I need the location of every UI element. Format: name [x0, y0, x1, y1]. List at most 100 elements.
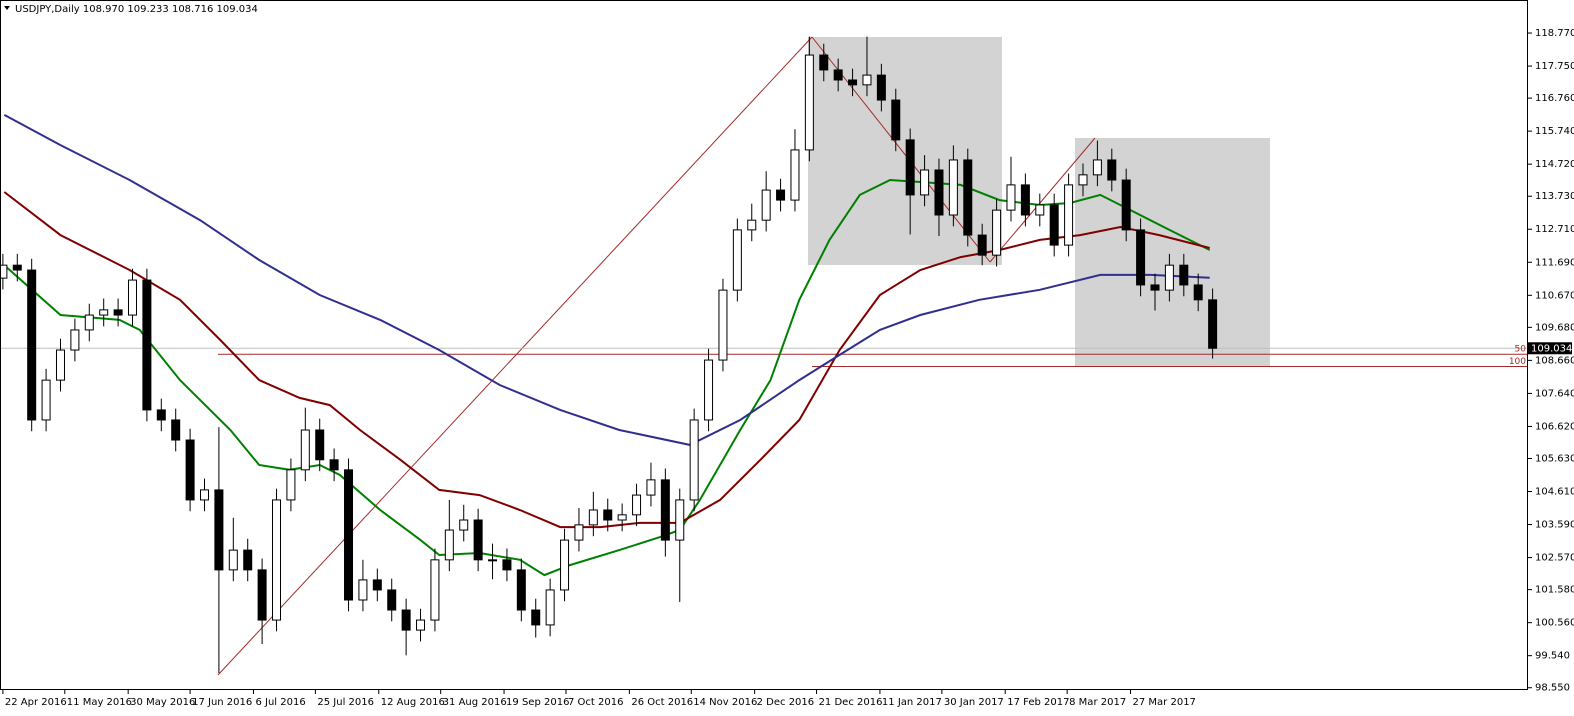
- candle-body: [113, 309, 123, 316]
- moving-average: [3, 114, 1210, 446]
- trend-line: [217, 36, 813, 676]
- x-tick-label: 2 Dec 2016: [757, 697, 815, 708]
- y-tick-label: 102.570: [1535, 553, 1574, 564]
- candle-body: [1107, 159, 1117, 181]
- candle-body: [99, 309, 109, 316]
- candle-body: [1150, 284, 1160, 291]
- y-tick-label: 106.620: [1535, 421, 1574, 432]
- candle-body: [632, 494, 642, 516]
- candle-body: [1049, 204, 1059, 246]
- x-tick-label: 31 Aug 2016: [443, 697, 507, 708]
- candle-body: [603, 509, 613, 521]
- candle-body: [560, 539, 570, 591]
- y-tick-label: 116.760: [1535, 93, 1574, 104]
- candle-body: [761, 189, 771, 221]
- x-tick-label: 21 Dec 2016: [819, 697, 883, 708]
- candle-body: [1020, 184, 1030, 216]
- x-tick-label: 12 Aug 2016: [381, 697, 445, 708]
- candle-body: [977, 234, 987, 256]
- candle-body: [1179, 264, 1189, 286]
- moving-average: [3, 178, 1211, 577]
- candle-body: [387, 589, 397, 611]
- x-tick-label: 17 Feb 2017: [1007, 697, 1069, 708]
- plot-frame: [0, 0, 1528, 690]
- candle-body: [142, 279, 152, 411]
- y-tick-label: 114.720: [1535, 159, 1574, 170]
- moving-average: [3, 191, 1210, 529]
- x-tick-label: 30 May 2016: [130, 697, 195, 708]
- last-price-box: [1528, 342, 1572, 355]
- candle-body: [920, 169, 930, 196]
- candle-body: [272, 499, 282, 621]
- trend-line: [989, 137, 1096, 263]
- candle-body: [12, 264, 22, 271]
- zone-box: [1075, 138, 1270, 367]
- candle-body: [27, 269, 37, 421]
- y-tick-label: 111.690: [1535, 257, 1574, 268]
- candle-body: [905, 139, 915, 196]
- candle-body: [372, 579, 382, 591]
- y-tick-label: 115.740: [1535, 126, 1574, 137]
- candle-body: [948, 159, 958, 216]
- candle-body: [1193, 284, 1203, 301]
- candle-body: [156, 409, 166, 421]
- x-tick-label: 7 Oct 2016: [568, 697, 623, 708]
- candle-body: [876, 74, 886, 101]
- candle-body: [689, 419, 699, 501]
- candle-body: [819, 54, 829, 71]
- candle-body: [401, 609, 411, 631]
- candle-body: [502, 559, 512, 571]
- plot-layer: [0, 36, 1528, 674]
- candle-body: [488, 559, 498, 562]
- candle-body: [891, 99, 901, 141]
- y-tick-label: 109.680: [1535, 322, 1574, 333]
- y-tick-label: 103.590: [1535, 520, 1574, 531]
- candle-body: [1164, 264, 1174, 291]
- candle-body: [862, 74, 872, 86]
- x-tick-label: 14 Nov 2016: [693, 697, 757, 708]
- level-label: 50: [1515, 345, 1527, 355]
- candle-body: [1064, 184, 1074, 246]
- x-tick-label: 11 Jan 2017: [882, 697, 942, 708]
- candle-body: [84, 314, 94, 331]
- candle-body: [41, 379, 51, 421]
- candle-body: [747, 219, 757, 231]
- candle-body: [790, 149, 800, 201]
- candle-body: [430, 559, 440, 621]
- candle-body: [416, 619, 426, 631]
- candle-body: [1006, 184, 1016, 211]
- candle-body: [315, 429, 325, 461]
- candle-body: [516, 569, 526, 611]
- candle-body: [329, 459, 339, 471]
- candle-body: [286, 469, 296, 501]
- x-tick-label: 26 Oct 2016: [631, 697, 693, 708]
- y-tick-label: 108.660: [1535, 355, 1574, 366]
- candle-body: [200, 489, 210, 501]
- candle-body: [545, 589, 555, 626]
- x-tick-label: 22 Apr 2016: [5, 697, 67, 708]
- header-text: USDJPY,Daily 108.970 109.233 108.716 109…: [15, 4, 258, 15]
- x-tick-label: 6 Jul 2016: [255, 697, 305, 708]
- candle-body: [171, 419, 181, 441]
- candle-body: [1121, 179, 1131, 231]
- y-tick-label: 112.710: [1535, 224, 1574, 235]
- candle-body: [574, 524, 584, 541]
- candle-body: [127, 279, 137, 316]
- y-tick-label: 98.550: [1535, 683, 1570, 694]
- candle-body: [732, 229, 742, 291]
- candle-body: [588, 509, 598, 526]
- candle-body: [617, 514, 627, 521]
- candle-body: [1035, 204, 1045, 216]
- y-tick-label: 104.610: [1535, 487, 1574, 498]
- candle-body: [660, 479, 670, 541]
- x-tick-label: 8 Mar 2017: [1069, 697, 1126, 708]
- x-tick-label: 25 Jul 2016: [317, 697, 374, 708]
- candle-body: [833, 69, 843, 81]
- header-arrow: [4, 6, 10, 10]
- candle-body: [963, 159, 973, 236]
- candle-body: [473, 519, 483, 561]
- candle-body: [214, 489, 224, 571]
- candle-body: [459, 519, 469, 531]
